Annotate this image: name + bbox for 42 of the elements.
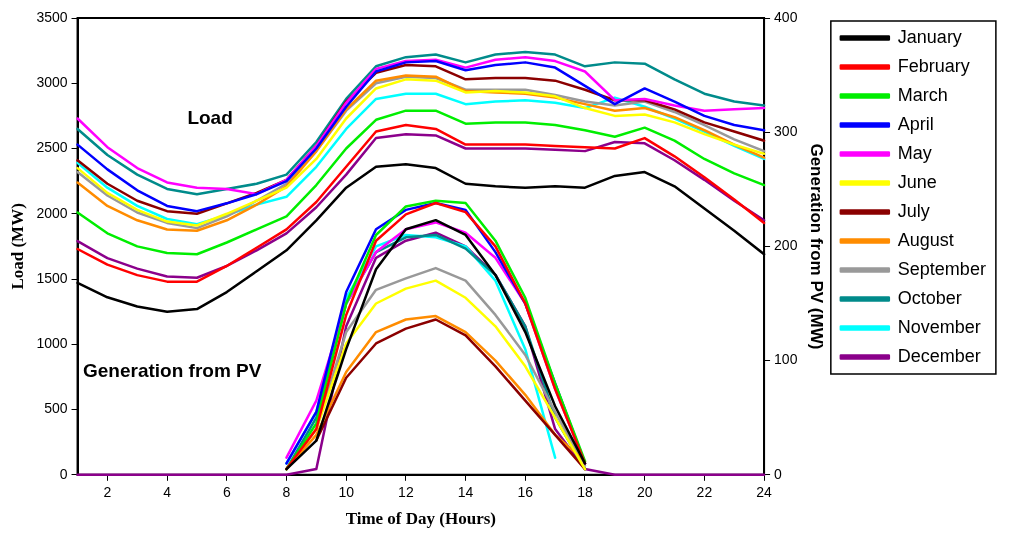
x-tick-label: 12 <box>398 484 414 501</box>
annotation: Generation from PV <box>82 360 262 382</box>
legend-label: July <box>897 200 930 221</box>
y-tick-label: 2000 <box>36 204 68 221</box>
legend-label: June <box>897 171 937 192</box>
legend-label: August <box>897 229 954 250</box>
y-tick-label: 1000 <box>36 335 68 352</box>
y2-axis-title: Generation from PV (MW) <box>806 143 826 350</box>
x-tick-label: 18 <box>577 484 593 501</box>
y2-tick-label: 300 <box>774 123 798 140</box>
legend-label: October <box>897 287 962 308</box>
x-axis-title: Time of Day (Hours) <box>345 509 496 529</box>
legend-label: November <box>897 316 981 337</box>
legend-label: February <box>897 55 970 76</box>
y2-tick-label: 400 <box>774 8 798 25</box>
x-tick-label: 4 <box>163 484 172 501</box>
x-tick-label: 6 <box>222 484 231 501</box>
y-tick-label: 1500 <box>36 269 68 286</box>
x-tick-label: 24 <box>756 484 773 501</box>
x-tick-label: 20 <box>636 484 653 501</box>
y-tick-label: 500 <box>44 400 68 417</box>
legend-label: December <box>897 345 981 366</box>
legend-label: September <box>897 258 986 279</box>
y2-tick-label: 100 <box>774 351 798 368</box>
y2-tick-label: 0 <box>774 465 783 482</box>
x-tick-label: 22 <box>696 484 713 501</box>
x-tick-label: 10 <box>338 484 355 501</box>
legend-label: March <box>897 84 948 105</box>
x-tick-label: 8 <box>282 484 291 501</box>
y-axis-title: Load (MW) <box>7 203 27 290</box>
x-tick-label: 14 <box>457 484 474 501</box>
y-tick-label: 0 <box>59 465 68 482</box>
x-tick-label: 2 <box>103 484 112 501</box>
legend-label: January <box>897 26 962 47</box>
y-tick-label: 3500 <box>36 8 68 25</box>
y2-tick-label: 200 <box>774 237 798 254</box>
x-tick-label: 16 <box>517 484 534 501</box>
y-tick-label: 3000 <box>36 74 68 91</box>
legend-label: April <box>897 113 934 134</box>
y-tick-label: 2500 <box>36 139 68 156</box>
legend-label: May <box>897 142 932 163</box>
annotation: Load <box>187 106 233 128</box>
